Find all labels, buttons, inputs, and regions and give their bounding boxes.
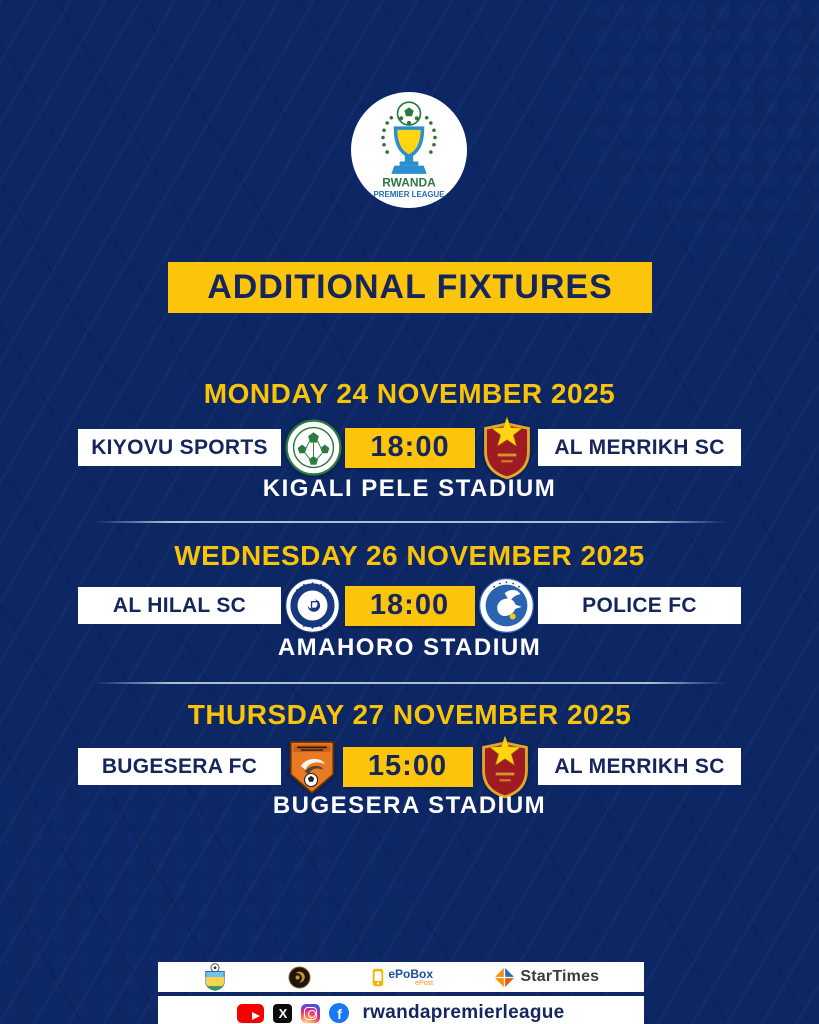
al-hilal-crest-icon [284, 577, 341, 634]
x-icon[interactable]: X [273, 1003, 293, 1023]
section-divider [94, 682, 726, 684]
al-merrikh-crest-icon [477, 734, 533, 799]
fixture-1-row: KIYOVU SPORTS 18:00 [78, 415, 741, 479]
kiyovu-sports-crest-icon [284, 419, 342, 476]
page-title: ADDITIONAL FIXTURES [207, 268, 613, 306]
fixture-3-row: BUGESERA FC 15:00 AL MERRIKH SC [78, 734, 741, 798]
youtube-icon[interactable] [237, 1003, 265, 1023]
fixture-2-away-team: POLICE FC [538, 587, 741, 624]
epobox-sub-label: ePost [415, 979, 434, 987]
section-divider [94, 521, 726, 523]
rwanda-premier-league-logo: RWANDA PREMIER LEAGUE [351, 92, 467, 208]
fixture-3-away-team: AL MERRIKH SC [538, 748, 741, 785]
fixture-1-date: MONDAY 24 NOVEMBER 2025 [203, 378, 616, 409]
instagram-icon[interactable] [301, 1003, 321, 1023]
startimes-label: StarTimes [520, 968, 600, 985]
sponsor-bar: ePoBox ePost StarTimes [158, 962, 644, 992]
fixture-1-away-team: AL MERRIKH SC [538, 429, 741, 466]
league-name-line1: RWANDA [382, 175, 436, 189]
fixture-2-stadium: AMAHORO STADIUM [277, 634, 542, 661]
fixture-2-date: WEDNESDAY 26 NOVEMBER 2025 [174, 540, 645, 571]
startimes-pinwheel-icon [495, 967, 515, 987]
startimes-logo: StarTimes [494, 967, 599, 988]
epobox-logo: ePoBox ePost [372, 968, 433, 987]
epobox-label: ePoBox [388, 966, 434, 981]
fixture-2-row: AL HILAL SC 18:00 [78, 577, 741, 634]
social-bar: X f rwandapremierleague [158, 996, 644, 1024]
sponsor-round-crest-icon [288, 965, 311, 989]
fixture-3-stadium: BUGESERA STADIUM [272, 792, 547, 819]
trophy-icon: RWANDA PREMIER LEAGUE [373, 101, 445, 199]
bugesera-fc-crest-icon [286, 737, 338, 797]
fixture-2-home-team: AL HILAL SC [78, 587, 281, 624]
hex-pattern-top-right [519, 0, 819, 280]
epobox-phone-icon [373, 968, 384, 986]
ferwafa-crest-icon [204, 963, 225, 991]
fixture-3-date: THURSDAY 27 NOVEMBER 2025 [187, 699, 632, 730]
fixture-1-stadium: KIGALI PELE STADIUM [262, 475, 557, 502]
al-merrikh-crest-icon [479, 415, 535, 480]
fixture-2-kickoff-time: 18:00 [344, 585, 475, 626]
police-fc-crest-icon [478, 577, 535, 634]
league-name-line2: PREMIER LEAGUE [373, 190, 444, 199]
social-handle[interactable]: rwandapremierleague [362, 1002, 565, 1023]
fixture-3-kickoff-time: 15:00 [342, 746, 473, 787]
fixture-3-home-team: BUGESERA FC [78, 748, 281, 785]
title-banner: ADDITIONAL FIXTURES [168, 262, 652, 313]
facebook-icon[interactable]: f [329, 1003, 350, 1023]
fixture-1-home-team: KIYOVU SPORTS [78, 429, 281, 466]
fixture-1-kickoff-time: 18:00 [345, 427, 475, 468]
